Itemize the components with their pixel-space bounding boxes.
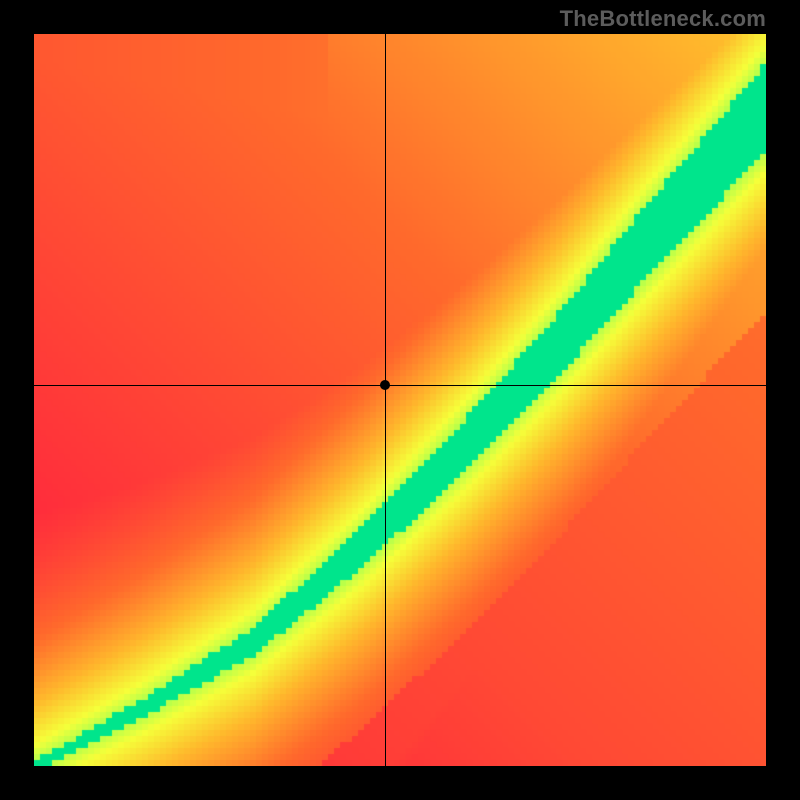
figure-root: TheBottleneck.com	[0, 0, 800, 800]
heatmap-frame	[34, 34, 766, 766]
watermark-text: TheBottleneck.com	[560, 6, 766, 32]
heatmap-canvas	[34, 34, 766, 766]
